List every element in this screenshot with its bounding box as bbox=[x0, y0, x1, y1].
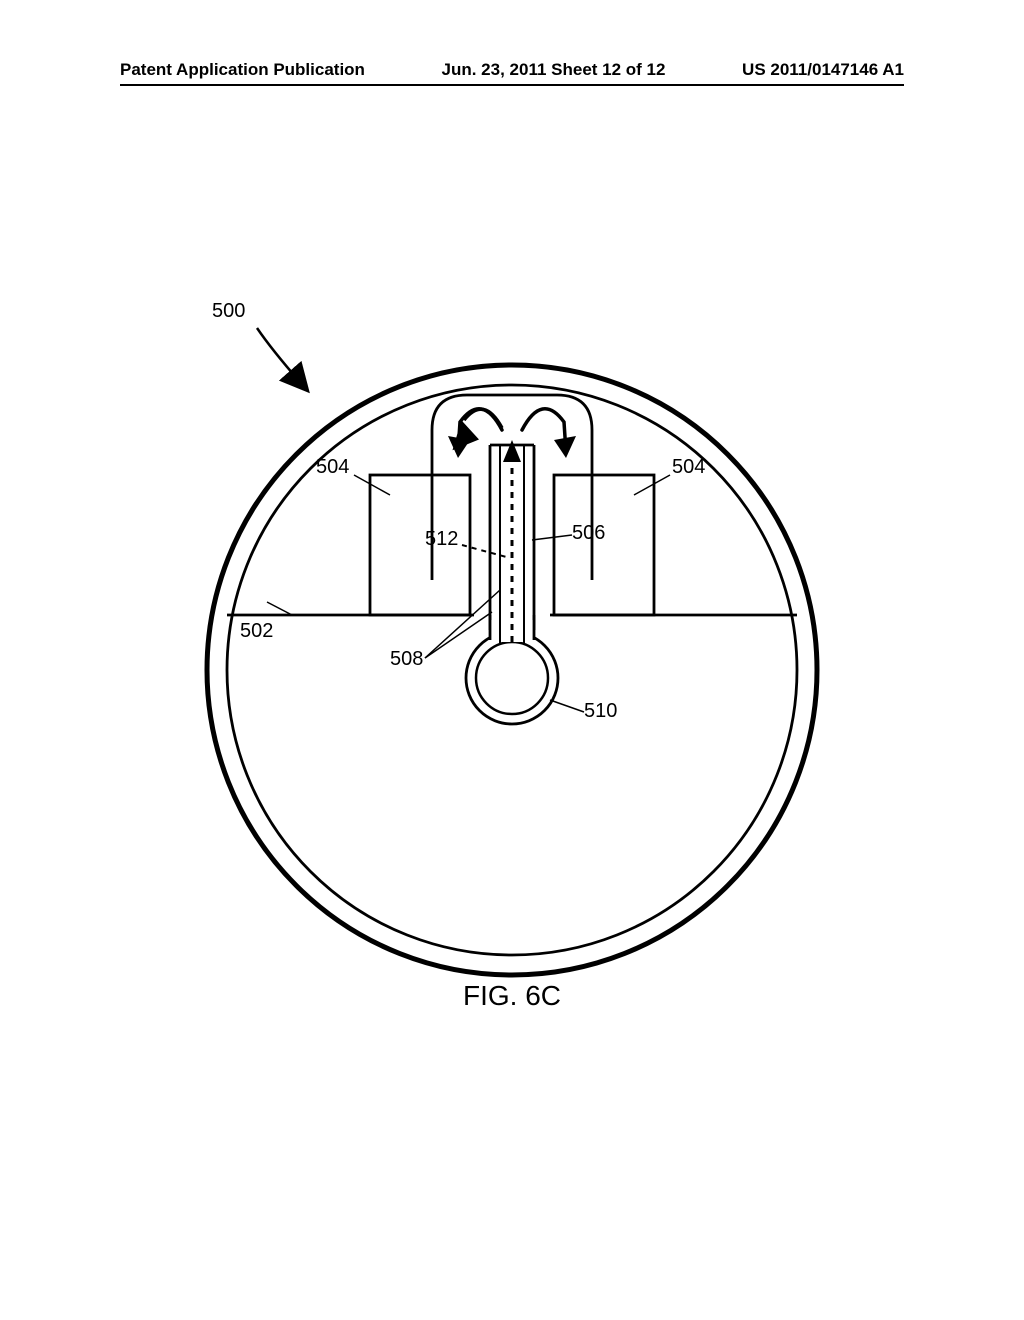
leader-506 bbox=[532, 535, 572, 540]
header-center: Jun. 23, 2011 Sheet 12 of 12 bbox=[442, 60, 666, 80]
label-502: 502 bbox=[240, 620, 273, 643]
bulb-outer bbox=[466, 632, 558, 724]
label-504-left: 504 bbox=[316, 456, 349, 479]
header-right: US 2011/0147146 A1 bbox=[742, 60, 904, 80]
label-508: 508 bbox=[390, 648, 423, 671]
right-block-504 bbox=[554, 475, 654, 615]
label-506: 506 bbox=[572, 522, 605, 545]
leader-502 bbox=[267, 602, 292, 615]
label-504-right: 504 bbox=[672, 456, 705, 479]
leader-504-right bbox=[634, 475, 670, 495]
leader-504-left bbox=[354, 475, 390, 495]
leader-510 bbox=[550, 700, 584, 712]
figure-caption: FIG. 6C bbox=[0, 980, 1024, 1012]
header-underline bbox=[120, 84, 904, 86]
center-arrowhead bbox=[503, 440, 521, 462]
figure-6c: 500 504 504 512 506 502 508 510 bbox=[132, 280, 892, 980]
label-510: 510 bbox=[584, 700, 617, 723]
flow-right-head bbox=[554, 436, 576, 458]
page-header: Patent Application Publication Jun. 23, … bbox=[0, 60, 1024, 80]
leader-500 bbox=[257, 328, 300, 382]
header-left: Patent Application Publication bbox=[120, 60, 365, 80]
label-500: 500 bbox=[212, 300, 245, 323]
label-512: 512 bbox=[425, 528, 458, 551]
